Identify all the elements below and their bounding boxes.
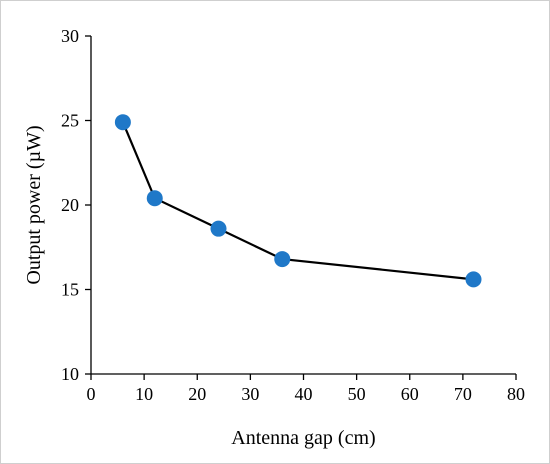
y-axis-ticks: 10 15 20 25 30 xyxy=(61,26,91,384)
y-tick-label: 15 xyxy=(61,280,79,300)
series-line xyxy=(121,121,474,281)
y-tick-label: 25 xyxy=(61,111,79,131)
x-tick-label: 80 xyxy=(507,384,525,404)
data-point xyxy=(274,251,291,268)
x-tick-label: 20 xyxy=(188,384,206,404)
x-tick-label: 10 xyxy=(135,384,153,404)
x-axis-ticks: 0 10 20 30 40 50 60 70 80 xyxy=(87,374,525,404)
y-tick-label: 10 xyxy=(61,364,79,384)
x-tick-label: 30 xyxy=(241,384,259,404)
x-tick-label: 70 xyxy=(454,384,472,404)
x-tick-label: 60 xyxy=(401,384,419,404)
data-point xyxy=(146,190,163,207)
data-point xyxy=(210,220,227,237)
x-tick-label: 50 xyxy=(348,384,366,404)
y-tick-label: 20 xyxy=(61,195,79,215)
series-layer xyxy=(114,114,482,288)
data-point xyxy=(114,114,131,131)
y-axis-label: Output power (µW) xyxy=(23,125,45,284)
x-tick-label: 40 xyxy=(295,384,313,404)
data-point xyxy=(465,271,482,288)
x-axis-label: Antenna gap (cm) xyxy=(231,427,375,449)
y-tick-label: 30 xyxy=(61,26,79,46)
x-tick-label: 0 xyxy=(87,384,96,404)
